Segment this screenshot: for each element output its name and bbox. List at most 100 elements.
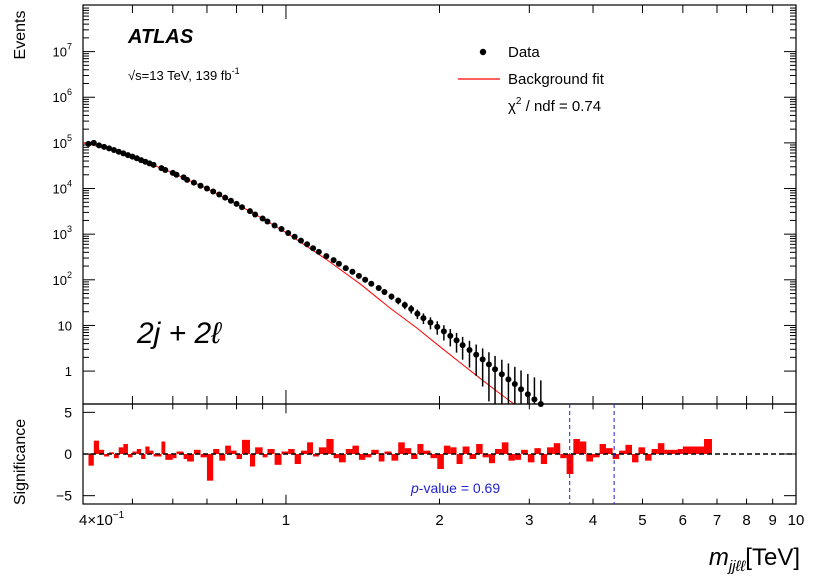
significance-bar [172,454,177,459]
p-value-label: p-value = 0.69 [410,480,500,496]
significance-bar [333,454,339,459]
data-point [440,328,447,335]
data-point [381,289,388,296]
significance-bar [365,454,372,458]
significance-bar [573,439,580,454]
data-point [233,200,240,207]
significance-bar [586,454,594,462]
data-point [498,371,505,378]
data-point [323,253,330,260]
legend-data-label: Data [508,44,540,61]
data-points [85,139,544,407]
x-tick-label: 1 [282,512,290,529]
data-point [85,140,92,147]
data-point [524,391,531,398]
significance-bar [300,450,308,454]
x-tick-label: 10 [788,512,805,529]
data-point [420,315,427,322]
data-point [285,230,292,237]
main-y-ticks [83,7,796,372]
significance-bar [132,451,137,454]
data-point [304,241,311,248]
data-point [101,143,108,150]
significance-bar [371,449,379,454]
significance-bar [443,445,451,454]
significance-bar [118,447,124,454]
significance-bar [417,444,424,454]
significance-bars [88,439,712,481]
data-point [335,260,342,267]
y-tick-label: 103 [53,224,72,242]
significance-bar [553,443,561,454]
significance-bar [149,450,154,454]
significance-bar [599,444,606,454]
data-point [310,245,317,252]
ratio-y-tick-label: 0 [64,446,72,462]
x-tick-label: 8 [742,512,750,529]
data-point [239,204,246,211]
data-point [473,351,480,358]
significance-bar [521,449,528,454]
data-point [388,293,395,300]
significance-bar [391,454,399,461]
ratio-y-tick-label: 5 [64,404,72,420]
legend-data-marker [479,48,487,56]
data-point [505,376,512,383]
background-fit-line [82,142,683,405]
data-point [408,305,415,312]
significance-bar [411,454,418,459]
significance-bar [113,454,119,459]
data-point [162,166,169,173]
significance-bar [326,439,334,454]
significance-bar [651,449,658,454]
data-point [315,248,322,255]
significance-bar [547,447,554,454]
data-point [120,150,127,157]
significance-bar [123,444,128,454]
significance-bar [200,454,207,458]
significance-bar [384,451,392,454]
data-point [222,194,229,201]
data-point [197,182,204,189]
significance-bar [249,454,256,467]
significance-bar [176,451,184,454]
data-point [434,323,441,330]
channel-label: 2j + 2ℓ [136,317,222,350]
data-point [427,319,434,326]
significance-bar [605,448,613,454]
data-point [227,197,234,204]
y-tick-label: 105 [53,133,72,151]
significance-bar [187,454,194,462]
significance-bar [109,452,114,454]
x-tick-label: 4 [589,512,597,529]
data-point [362,276,369,283]
data-point [368,280,375,287]
significance-bar [242,439,250,454]
significance-bar [288,449,295,454]
significance-bar [476,444,483,454]
significance-bar [430,454,438,459]
x-tick-label: 6 [679,512,687,529]
y-tick-label: 102 [53,270,72,288]
x-tick-label: 4×10−1 [79,510,125,529]
legend-fit-label: Background fit [508,71,605,88]
legend: Data Background fit χ2 / ndf = 0.74 [458,44,605,115]
significance-bar [274,454,282,465]
significance-bar [378,454,385,462]
data-point [203,185,210,192]
significance-bar [183,454,188,459]
data-point [349,268,356,275]
energy-lumi-label: √s=13 TeV, 139 fb-1 [128,66,240,83]
y-tick-label: 106 [53,87,72,105]
data-point [264,218,271,225]
significance-panel: −5 0 5 4×10−1 1 2 3 4 5 6 7 8 9 10 Significance p-va… [12,403,805,529]
data-point [110,146,117,153]
data-point [252,211,259,218]
x-tick-label: 7 [713,512,721,529]
significance-bar [657,443,665,454]
significance-bar [161,441,166,454]
significance-bar [318,447,327,454]
y-tick-label: 10 [58,318,72,333]
